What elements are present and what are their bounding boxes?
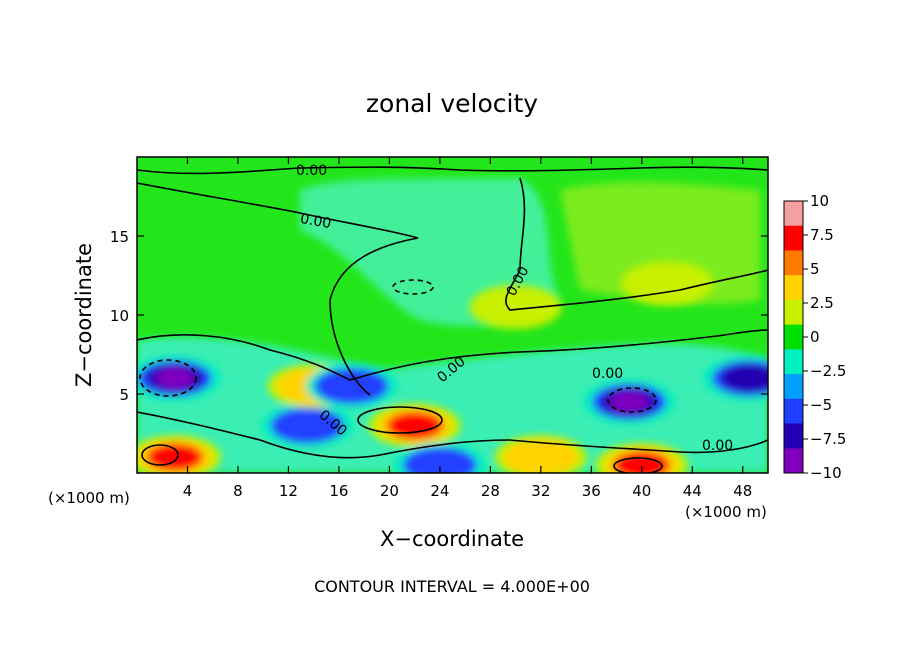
field-feature [721, 364, 768, 393]
colorbar-swatch [784, 374, 803, 400]
field-feature [270, 407, 345, 444]
x-tick-label: 16 [329, 482, 348, 500]
plot-area [137, 157, 768, 473]
contour-ring-pink [357, 406, 443, 434]
x-unit-right: (×1000 m) [685, 503, 767, 521]
colorbar-tick-label: −10 [810, 464, 842, 482]
field-feature [146, 443, 203, 472]
field-feature [610, 391, 649, 412]
chart-title: zonal velocity [366, 89, 538, 118]
colorbar-swatch [784, 250, 803, 276]
y-axis-title: Z−coordinate [72, 243, 96, 387]
colorbar-tick-label: 7.5 [810, 226, 834, 244]
field-features [137, 261, 768, 473]
colorbar-tick-label: 0 [810, 328, 820, 346]
colorbar-swatch [784, 225, 803, 251]
colorbar-swatch [784, 201, 803, 227]
zero-contour-upper [137, 182, 419, 396]
colorbar-tick-label: 5 [810, 260, 820, 278]
x-tick-label: 24 [430, 482, 449, 500]
contour-label: 0.00 [592, 366, 623, 382]
contour-lines [137, 166, 768, 473]
yellow-upper-region [560, 182, 760, 305]
zero-contour-bottom [137, 411, 768, 459]
y-tick-label: 15 [110, 228, 129, 246]
colorbar-swatch [784, 324, 803, 350]
contour-interval-note: CONTOUR INTERVAL = 4.000E+00 [314, 577, 590, 596]
contour-ring-upper [392, 279, 434, 295]
x-tick-label: 44 [683, 482, 702, 500]
contour-label: 0.00 [702, 438, 733, 454]
field-feature [386, 411, 443, 440]
y-tick-label: 5 [119, 386, 129, 404]
x-tick-label: 28 [481, 482, 500, 500]
contour-label: 0.00 [296, 163, 327, 179]
field-feature [155, 368, 194, 389]
y-tick-label: 10 [110, 307, 129, 325]
x-tick-label: 20 [380, 482, 399, 500]
contour-ring-purple [139, 359, 197, 397]
zero-contour-mid [505, 177, 768, 311]
field-feature [402, 447, 477, 473]
x-tick-label: 32 [531, 482, 550, 500]
colorbar-swatch [784, 275, 803, 301]
colorbar-swatch [784, 349, 803, 375]
colorbar-swatch [784, 299, 803, 326]
colorbar-tick-label: 10 [810, 192, 829, 210]
contour-ring-white [607, 387, 657, 413]
colorbar-tick-label: −5 [810, 396, 832, 414]
field-feature [314, 368, 389, 405]
colorbar-swatch [784, 448, 803, 474]
x-tick-label: 12 [279, 482, 298, 500]
field-feature [613, 451, 670, 473]
zero-contour-top [137, 166, 768, 175]
x-axis: 4 8 12 16 20 24 28 32 36 40 44 48 [183, 157, 752, 500]
colorbar-swatch [784, 398, 803, 425]
field-feature [503, 439, 578, 473]
contour-ring-pink-bottom [613, 457, 663, 473]
contour-label: 0.00 [299, 211, 332, 232]
x-unit-left: (×1000 m) [48, 489, 130, 507]
colorbar: 10 7.5 5 2.5 0 −2.5 −5 −7.5 −10 [783, 192, 846, 482]
x-tick-label: 36 [582, 482, 601, 500]
x-tick-label: 48 [733, 482, 752, 500]
colorbar-tick-label: −7.5 [810, 430, 846, 448]
x-tick-label: 4 [183, 482, 193, 500]
x-axis-title: X−coordinate [380, 527, 524, 551]
colorbar-swatch [784, 423, 803, 449]
colorbar-tick-label: −2.5 [810, 362, 846, 380]
y-axis: 5 10 15 [110, 228, 768, 404]
field-feature [469, 285, 562, 330]
field-feature [621, 261, 714, 306]
colorbar-tick-label: 2.5 [810, 294, 834, 312]
x-tick-label: 8 [233, 482, 243, 500]
contour-ring-red [141, 444, 179, 466]
x-tick-label: 40 [632, 482, 651, 500]
zero-contour-lower [137, 329, 768, 381]
